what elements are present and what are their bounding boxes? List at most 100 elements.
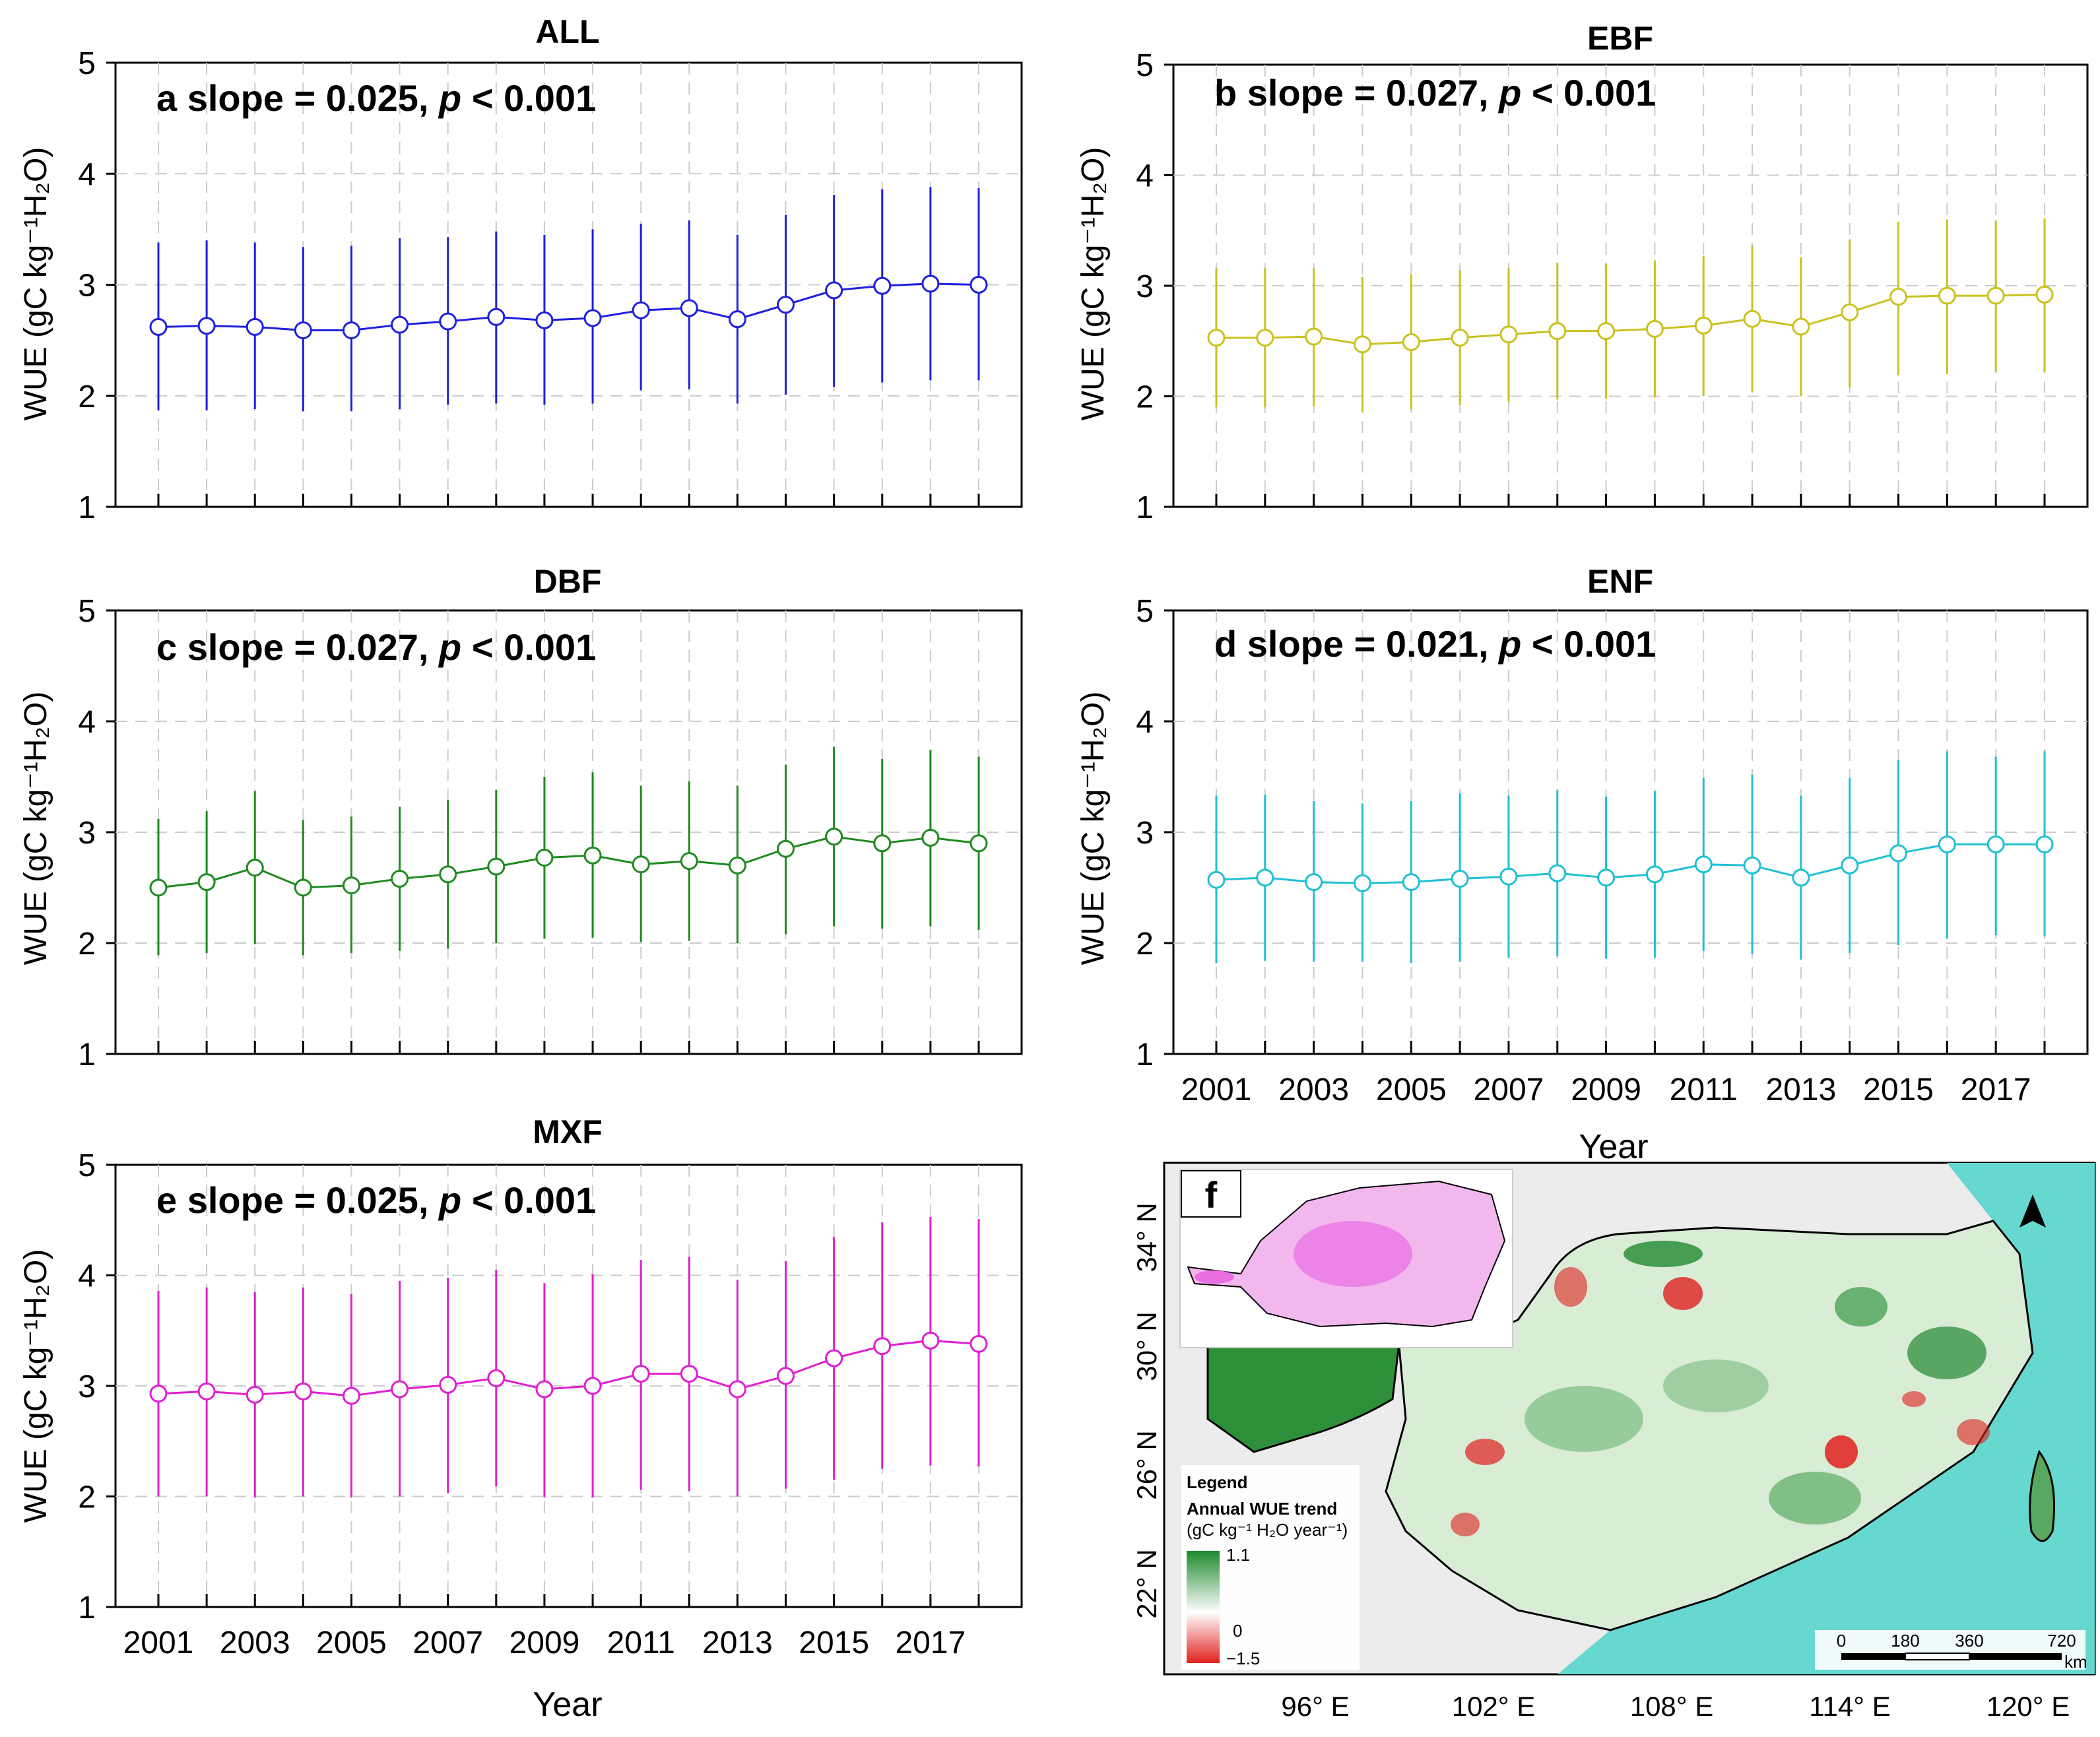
data-point	[1305, 327, 1323, 346]
map-lon-label: 120° E	[1986, 1691, 2070, 1722]
inset-mxf-area	[1294, 1221, 1412, 1287]
slope-annotation: d slope = 0.021, p < 0.001	[1214, 623, 1656, 665]
y-tick-label: 4	[78, 1259, 96, 1294]
y-tick-label: 5	[78, 1148, 96, 1183]
data-point	[439, 865, 457, 884]
data-point	[921, 828, 940, 847]
map-panel-letter: f	[1205, 1174, 1218, 1216]
map-lat-label: 22° N	[1131, 1549, 1162, 1619]
data-point	[1986, 286, 2005, 305]
data-point	[728, 1380, 746, 1398]
x-tick-label: 2015	[1863, 1072, 1934, 1107]
x-axis-title: Year	[533, 1686, 602, 1724]
x-tick-label: 2017	[895, 1625, 966, 1660]
inset-label-box	[1181, 1170, 1241, 1218]
y-tick-label: 2	[78, 1480, 96, 1515]
x-tick-label: 2007	[1474, 1072, 1544, 1107]
data-point	[1694, 316, 1713, 335]
x-tick-label: 2009	[1571, 1072, 1641, 1107]
map-lon-label: 102° E	[1452, 1691, 1536, 1722]
data-point	[2035, 835, 2054, 853]
data-point	[728, 310, 746, 329]
scale-unit: km	[2064, 1652, 2087, 1672]
data-point	[1645, 319, 1664, 338]
data-point	[1499, 867, 1518, 886]
x-tick-label: 2011	[607, 1625, 675, 1660]
slope-text: slope = 0.025,	[187, 1179, 439, 1221]
data-point	[1256, 868, 1274, 887]
map-lat-label: 30° N	[1131, 1311, 1162, 1381]
map-taiwan	[2029, 1449, 2055, 1542]
map-lon-label: 108° E	[1630, 1691, 1714, 1722]
data-point	[825, 1349, 843, 1367]
data-point	[1694, 855, 1713, 874]
map-sea	[1558, 1163, 2095, 1674]
x-tick-label: 2011	[1670, 1072, 1738, 1107]
data-point	[149, 878, 168, 897]
x-tick-label: 2013	[702, 1625, 773, 1660]
data-point	[873, 277, 892, 295]
data-point	[1792, 317, 1810, 336]
data-point	[1353, 874, 1371, 892]
x-tick-label: 2017	[1961, 1072, 2031, 1107]
data-point	[825, 828, 843, 846]
data-point	[149, 317, 168, 336]
y-tick-label: 2	[78, 927, 96, 962]
map-positive-trend-area	[1907, 1327, 1986, 1379]
series-line	[158, 836, 979, 889]
plot-frame	[114, 1163, 1023, 1608]
data-point	[680, 1365, 698, 1383]
data-point	[1841, 303, 1859, 321]
y-axis-title: WUE (gC kg⁻¹H₂O)	[1076, 147, 1111, 421]
p-value-text: < 0.001	[461, 626, 596, 668]
data-point	[1743, 856, 1761, 874]
data-point	[873, 834, 892, 853]
data-point	[391, 870, 409, 888]
p-value-text: < 0.001	[1521, 72, 1656, 114]
y-tick-label: 4	[78, 157, 96, 192]
map-negative-trend-area	[1957, 1419, 1990, 1445]
data-point	[777, 839, 795, 858]
y-axis-title: WUE (gC kg⁻¹H₂O)	[18, 692, 53, 966]
scale-bar-segment	[1905, 1653, 1970, 1660]
data-point	[1402, 873, 1420, 892]
scale-label: 720	[2047, 1631, 2076, 1651]
map-negative-trend-area	[1554, 1267, 1587, 1307]
p-value-text: < 0.001	[1521, 623, 1656, 665]
series-line	[1216, 843, 2045, 884]
y-tick-label: 3	[78, 269, 96, 304]
x-tick-label: 2015	[799, 1625, 869, 1660]
y-tick-label: 1	[78, 1590, 96, 1625]
panel-title: ENF	[1587, 563, 1653, 600]
data-point	[535, 849, 554, 867]
data-point	[197, 873, 216, 892]
y-tick-label: 3	[1136, 816, 1154, 851]
data-point	[1451, 870, 1469, 888]
panel-title: ALL	[535, 13, 599, 50]
y-tick-label: 4	[1136, 705, 1154, 740]
scale-label: 360	[1955, 1631, 1983, 1651]
y-axis-title: WUE (gC kg⁻¹H₂O)	[18, 147, 53, 421]
y-tick-label: 1	[1136, 1037, 1154, 1072]
y-tick-label: 1	[78, 1037, 96, 1072]
x-tick-label: 2005	[1376, 1072, 1447, 1107]
map-negative-trend-area	[1465, 1439, 1505, 1465]
x-tick-label: 2005	[316, 1625, 387, 1660]
scale-label: 180	[1891, 1631, 1919, 1651]
data-point	[1548, 864, 1567, 882]
data-point	[583, 309, 602, 327]
y-tick-label: 5	[1136, 594, 1154, 629]
series-line	[158, 1339, 979, 1397]
data-point	[777, 1367, 795, 1385]
data-point	[632, 301, 650, 319]
y-tick-label: 3	[1136, 269, 1154, 304]
slope-annotation: a slope = 0.025, p < 0.001	[156, 77, 596, 119]
scale-bar-background	[1815, 1630, 2085, 1670]
y-tick-label: 5	[78, 46, 96, 81]
data-point	[1256, 329, 1274, 347]
data-point	[294, 321, 312, 339]
y-tick-label: 5	[78, 594, 96, 629]
panel-letter: b	[1214, 72, 1247, 114]
data-point	[294, 1382, 312, 1400]
